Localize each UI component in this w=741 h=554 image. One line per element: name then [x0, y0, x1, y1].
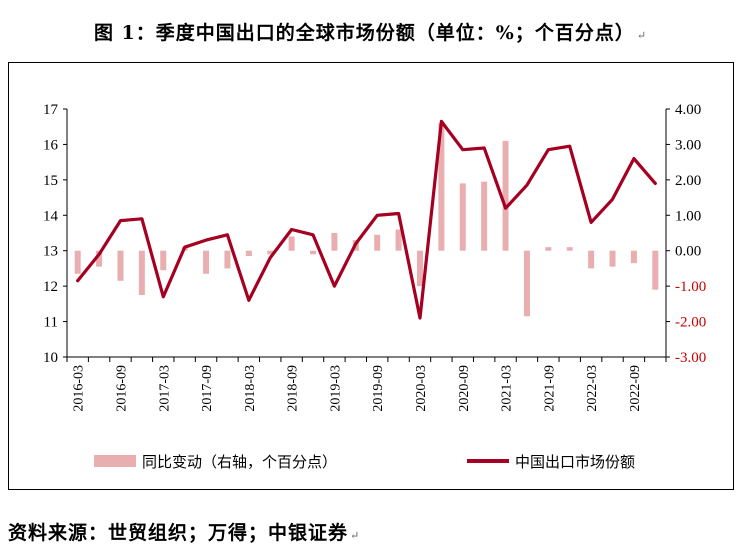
- bar: [374, 234, 381, 251]
- paragraph-mark-icon: ↵: [350, 529, 361, 542]
- bar: [481, 181, 488, 251]
- right-axis-tick-label: 1.00: [675, 208, 701, 224]
- legend-bar-label: 同比变动（右轴，个百分点）: [142, 453, 337, 471]
- right-axis-tick-label: -1.00: [675, 279, 706, 295]
- bar: [310, 250, 317, 255]
- x-axis-tick-label: 2018-03: [243, 365, 258, 412]
- bar: [288, 236, 295, 251]
- bar: [566, 247, 573, 251]
- x-axis-tick-label: 2019-09: [371, 365, 386, 412]
- chart: 10 11 12 13 14 15 16 17 -3.00 -2.00 -1.00 0.00 1.00 2…: [43, 102, 706, 471]
- bar: [416, 250, 423, 287]
- line-series: [76, 119, 657, 320]
- bar: [267, 250, 274, 255]
- bar: [652, 250, 659, 290]
- x-axis-tick-label: 2016-09: [115, 365, 130, 412]
- left-axis-tick-label: 12: [43, 279, 58, 295]
- left-axis-tick-label: 14: [43, 208, 59, 224]
- right-axis-tick-label: -2.00: [675, 315, 706, 331]
- right-axis-tick-label: 0.00: [675, 244, 701, 260]
- x-axis-tick-label: 2020-09: [457, 365, 472, 412]
- x-axis-tick-label: 2018-09: [286, 365, 301, 412]
- left-axis-tick-label: 15: [43, 173, 58, 189]
- bar: [545, 247, 552, 251]
- legend-bar-swatch: [94, 455, 136, 467]
- bar: [609, 250, 616, 267]
- right-axis-tick-label: 3.00: [675, 137, 701, 153]
- bar: [203, 250, 210, 274]
- bar: [224, 250, 231, 269]
- bar: [459, 183, 466, 251]
- paragraph-mark-icon: ↵: [636, 29, 648, 42]
- x-axis-tick-label: 2021-03: [500, 365, 515, 412]
- left-axis-tick-label: 13: [43, 244, 58, 260]
- right-axis-tick-label: -3.00: [675, 350, 706, 366]
- axes: 10 11 12 13 14 15 16 17 -3.00 -2.00 -1.00 0.00 1.00 2…: [43, 102, 706, 366]
- left-axis-tick-label: 11: [44, 315, 58, 331]
- left-axis-tick-label: 17: [43, 102, 59, 118]
- bar: [588, 250, 595, 269]
- legend-line-label: 中国出口市场份额: [515, 453, 635, 471]
- bar: [74, 250, 81, 274]
- x-axis-tick-label: 2020-03: [414, 365, 429, 412]
- x-axis-tick-label: 2019-03: [328, 365, 343, 412]
- bar: [630, 250, 637, 264]
- left-axis-tick-label: 10: [43, 350, 58, 366]
- legend: 同比变动（右轴，个百分点） 中国出口市场份额: [94, 453, 635, 471]
- bar: [160, 250, 167, 271]
- source-note: 资料来源：世贸组织；万得；中银证券 ↵: [8, 522, 361, 544]
- x-axis-tick-label: 2021-09: [542, 365, 557, 412]
- bar: [245, 250, 252, 257]
- left-axis-tick-label: 16: [43, 137, 59, 153]
- bar: [395, 229, 402, 251]
- bar: [96, 250, 103, 267]
- bar: [331, 233, 338, 251]
- chart-frame: 10 11 12 13 14 15 16 17 -3.00 -2.00 -1.00 0.00 1.00 2…: [8, 62, 734, 490]
- x-axis-tick-label: 2022-03: [585, 365, 600, 412]
- right-axis-tick-label: 4.00: [675, 102, 701, 118]
- x-axis-labels: 2016-03 2016-09 2017-03 2017-09 2018-03 2018-…: [72, 365, 643, 412]
- market-share-line: [76, 119, 657, 320]
- x-axis-tick-label: 2016-03: [72, 365, 87, 412]
- bar: [117, 250, 124, 281]
- bar: [438, 123, 445, 251]
- bar: [502, 140, 509, 251]
- bar: [138, 250, 145, 295]
- x-axis-tick-label: 2017-03: [157, 365, 172, 412]
- chart-title: 图 1：季度中国出口的全球市场份额（单位：%；个百分点） ↵: [93, 22, 648, 44]
- x-axis-tick-label: 2022-09: [628, 365, 643, 412]
- x-axis-tick-label: 2017-09: [200, 365, 215, 412]
- right-axis-tick-label: 2.00: [675, 173, 701, 189]
- bar: [523, 250, 530, 317]
